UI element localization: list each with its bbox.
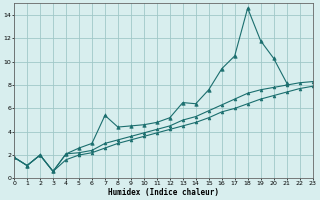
X-axis label: Humidex (Indice chaleur): Humidex (Indice chaleur)	[108, 188, 219, 197]
